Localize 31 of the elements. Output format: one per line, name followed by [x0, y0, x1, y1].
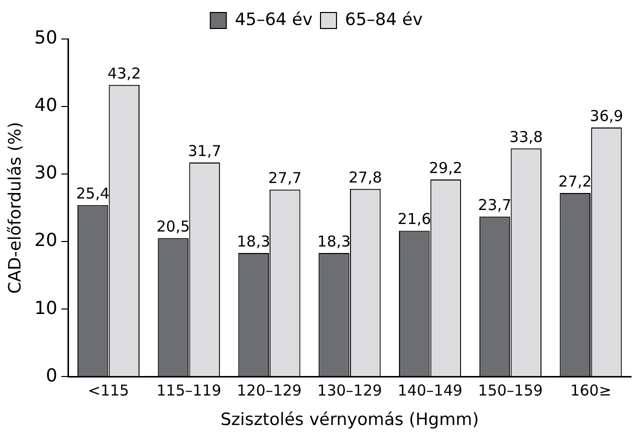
y-axis-title: CAD-előfordulás (%)	[6, 122, 26, 294]
legend-label: 45–64 év	[234, 10, 312, 30]
data-label: 27,2	[558, 172, 592, 190]
x-tick-label: 130–129	[317, 381, 382, 400]
legend-label: 65–84 év	[345, 10, 423, 30]
data-label: 20,5	[156, 218, 190, 236]
x-tick-label: 115–119	[156, 381, 222, 400]
y-tick-label: 10	[34, 298, 58, 319]
data-label: 43,2	[107, 64, 141, 82]
x-tick-label: <115	[88, 381, 130, 400]
data-label: 33,8	[509, 128, 543, 146]
data-label: 18,3	[317, 232, 351, 250]
y-tick-label: 0	[46, 365, 58, 386]
data-label: 23,7	[478, 196, 512, 214]
x-tick-label: 120–129	[236, 381, 302, 400]
x-tick-label: 140–149	[398, 381, 462, 400]
x-tick-label: 150–159	[478, 381, 543, 400]
y-tick-label: 30	[34, 162, 58, 184]
y-tick-label: 50	[34, 28, 58, 49]
data-label: 29,2	[429, 158, 462, 177]
data-label: 27,8	[348, 168, 382, 186]
data-label: 31,7	[188, 142, 222, 160]
data-label: 27,7	[268, 168, 302, 187]
x-axis-title: Szisztolés vérnyomás (Hgmm)	[220, 410, 479, 430]
x-tick-label: 160≥	[570, 381, 612, 400]
y-tick-label: 20	[34, 230, 58, 252]
data-label: 18,3	[236, 232, 270, 250]
data-label: 25,4	[76, 184, 110, 202]
data-label: 36,9	[590, 106, 624, 125]
data-label: 21,6	[398, 210, 432, 228]
y-tick-label: 40	[34, 95, 58, 116]
